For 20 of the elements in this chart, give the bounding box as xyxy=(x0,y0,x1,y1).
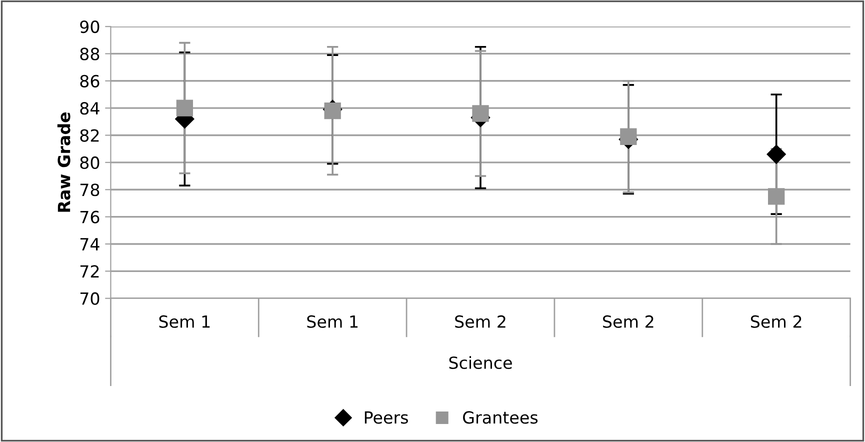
x-tick-label: Sem 1 xyxy=(307,315,358,328)
y-tick-label: 82 xyxy=(80,129,99,142)
legend-label: Grantees xyxy=(463,411,538,424)
legend-label: Peers xyxy=(364,411,408,424)
y-axis-title: Raw Grade xyxy=(57,112,70,212)
x-tick-label: Sem 2 xyxy=(603,315,654,328)
x-axis-title: Science xyxy=(449,356,512,370)
x-tick-label: Sem 2 xyxy=(750,315,802,328)
y-tick-label: 90 xyxy=(80,20,100,34)
y-tick-label: 80 xyxy=(80,156,100,170)
y-tick-label: 88 xyxy=(80,48,100,60)
y-tick-label: 86 xyxy=(80,74,100,88)
y-tick-label: 74 xyxy=(80,238,100,250)
x-tick-label: Sem 2 xyxy=(455,315,506,328)
y-tick-label: 72 xyxy=(80,265,99,278)
y-tick-label: 76 xyxy=(80,210,100,224)
x-tick-label: Sem 1 xyxy=(159,315,210,328)
y-tick-label: 70 xyxy=(80,292,100,305)
y-tick-label: 78 xyxy=(80,184,100,196)
y-tick-label: 84 xyxy=(80,102,100,115)
